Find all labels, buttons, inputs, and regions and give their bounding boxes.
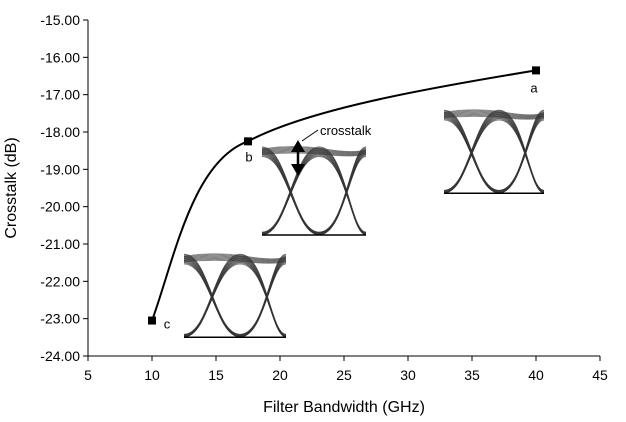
y-tick-label: -21.00 — [40, 236, 80, 252]
eye-diagram-insets — [183, 104, 545, 340]
data-markers: c b a — [148, 66, 540, 332]
point-label-a: a — [530, 80, 538, 95]
point-label-b: b — [245, 149, 252, 164]
y-tick-label: -17.00 — [40, 87, 80, 103]
y-tick-label: -15.00 — [40, 12, 80, 28]
data-point-marker — [148, 316, 156, 325]
y-tick-label: -22.00 — [40, 273, 80, 289]
y-tick-label: -20.00 — [40, 199, 80, 215]
eye-diagram-c — [183, 248, 287, 340]
x-tick-label: 15 — [208, 367, 224, 383]
eye-diagram-a — [443, 104, 545, 196]
data-point-marker — [244, 137, 252, 146]
x-tick-label: 20 — [272, 367, 288, 383]
x-tick-label: 25 — [336, 367, 352, 383]
x-axis-ticks: 5 10 15 20 25 30 35 40 45 — [84, 356, 608, 383]
x-tick-label: 35 — [464, 367, 480, 383]
x-axis-title: Filter Bandwidth (GHz) — [263, 399, 425, 416]
x-tick-label: 30 — [400, 367, 416, 383]
crosstalk-leader-line — [301, 129, 319, 142]
y-tick-label: -23.00 — [40, 311, 80, 327]
crosstalk-arrow — [291, 129, 319, 176]
x-tick-label: 10 — [144, 367, 160, 383]
y-tick-label: -24.00 — [40, 348, 80, 364]
data-series — [151, 69, 537, 321]
series-line — [151, 69, 537, 321]
y-axis-ticks: -15.00 -16.00 -17.00 -18.00 -19.00 -20.00 -21.… — [40, 12, 88, 364]
eye-diagram-b — [261, 140, 367, 238]
crosstalk-label: crosstalk — [320, 123, 372, 138]
data-point-marker — [532, 66, 540, 75]
x-tick-label: 45 — [592, 367, 608, 383]
y-axis-title: Crosstalk (dB) — [3, 137, 20, 238]
y-tick-label: -16.00 — [40, 49, 80, 65]
x-tick-label: 5 — [84, 367, 92, 383]
point-label-c: c — [164, 317, 171, 332]
y-tick-label: -19.00 — [40, 161, 80, 177]
x-tick-label: 40 — [528, 367, 544, 383]
y-tick-label: -18.00 — [40, 124, 80, 140]
